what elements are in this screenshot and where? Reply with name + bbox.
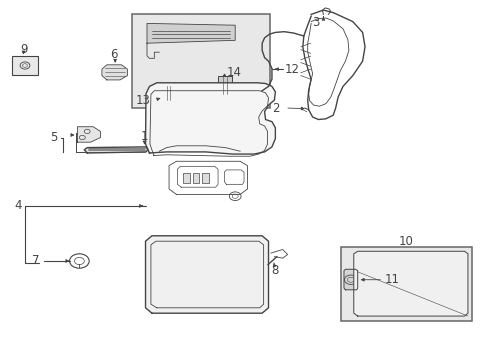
Text: 13: 13	[136, 94, 151, 107]
Polygon shape	[146, 236, 269, 313]
Bar	[218, 76, 232, 94]
Polygon shape	[77, 127, 100, 142]
Polygon shape	[147, 23, 235, 43]
Text: 8: 8	[271, 264, 279, 277]
Text: 9: 9	[20, 43, 27, 56]
Polygon shape	[344, 269, 358, 290]
Text: 7: 7	[32, 255, 39, 267]
FancyBboxPatch shape	[341, 247, 472, 321]
Bar	[163, 86, 174, 100]
Text: 6: 6	[110, 48, 118, 61]
Bar	[202, 173, 209, 183]
Text: 14: 14	[227, 66, 242, 78]
Text: 3: 3	[312, 16, 319, 29]
Text: 5: 5	[50, 131, 58, 144]
FancyBboxPatch shape	[132, 14, 270, 108]
Bar	[193, 173, 199, 183]
Polygon shape	[102, 65, 127, 80]
Text: 10: 10	[398, 235, 413, 248]
Text: 11: 11	[385, 273, 400, 286]
Text: 4: 4	[15, 199, 23, 212]
Polygon shape	[146, 83, 275, 154]
Text: 12: 12	[284, 63, 299, 76]
Polygon shape	[354, 251, 468, 316]
Text: 1: 1	[141, 130, 148, 143]
Text: 2: 2	[272, 102, 279, 114]
Bar	[183, 173, 190, 183]
Bar	[12, 56, 38, 75]
Polygon shape	[84, 147, 148, 153]
